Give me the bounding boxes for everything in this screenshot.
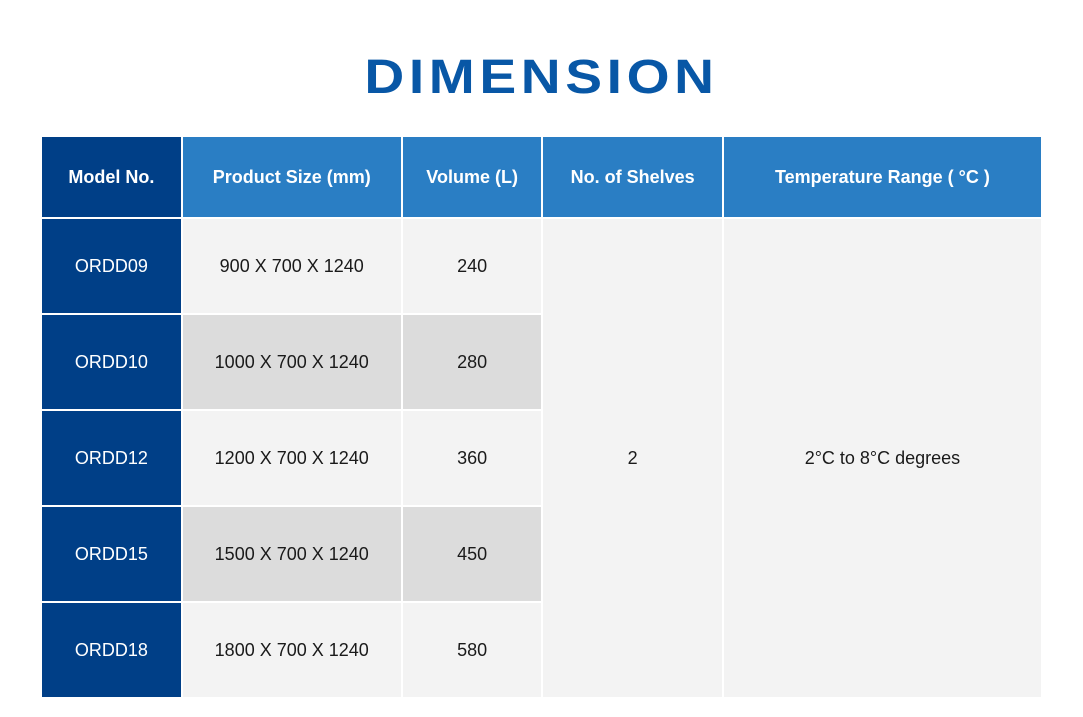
- page-title: DIMENSION: [0, 50, 1083, 105]
- cell-model: ORDD10: [42, 315, 181, 409]
- cell-volume: 580: [403, 603, 542, 697]
- col-header-model: Model No.: [42, 137, 181, 217]
- cell-size: 1500 X 700 X 1240: [183, 507, 401, 601]
- cell-volume: 280: [403, 315, 542, 409]
- cell-size: 900 X 700 X 1240: [183, 219, 401, 313]
- cell-model: ORDD12: [42, 411, 181, 505]
- cell-volume: 360: [403, 411, 542, 505]
- cell-model: ORDD09: [42, 219, 181, 313]
- cell-model: ORDD18: [42, 603, 181, 697]
- col-header-volume: Volume (L): [403, 137, 542, 217]
- cell-shelves: 2: [543, 219, 721, 697]
- cell-volume: 240: [403, 219, 542, 313]
- cell-temperature: 2°C to 8°C degrees: [724, 219, 1041, 697]
- col-header-temp: Temperature Range ( °C ): [724, 137, 1041, 217]
- cell-size: 1000 X 700 X 1240: [183, 315, 401, 409]
- cell-volume: 450: [403, 507, 542, 601]
- col-header-size: Product Size (mm): [183, 137, 401, 217]
- cell-size: 1200 X 700 X 1240: [183, 411, 401, 505]
- table-row: ORDD09 900 X 700 X 1240 240 2 2°C to 8°C…: [42, 219, 1041, 313]
- cell-size: 1800 X 700 X 1240: [183, 603, 401, 697]
- col-header-shelves: No. of Shelves: [543, 137, 721, 217]
- cell-model: ORDD15: [42, 507, 181, 601]
- table-header-row: Model No. Product Size (mm) Volume (L) N…: [42, 137, 1041, 217]
- dimension-table: Model No. Product Size (mm) Volume (L) N…: [40, 135, 1043, 699]
